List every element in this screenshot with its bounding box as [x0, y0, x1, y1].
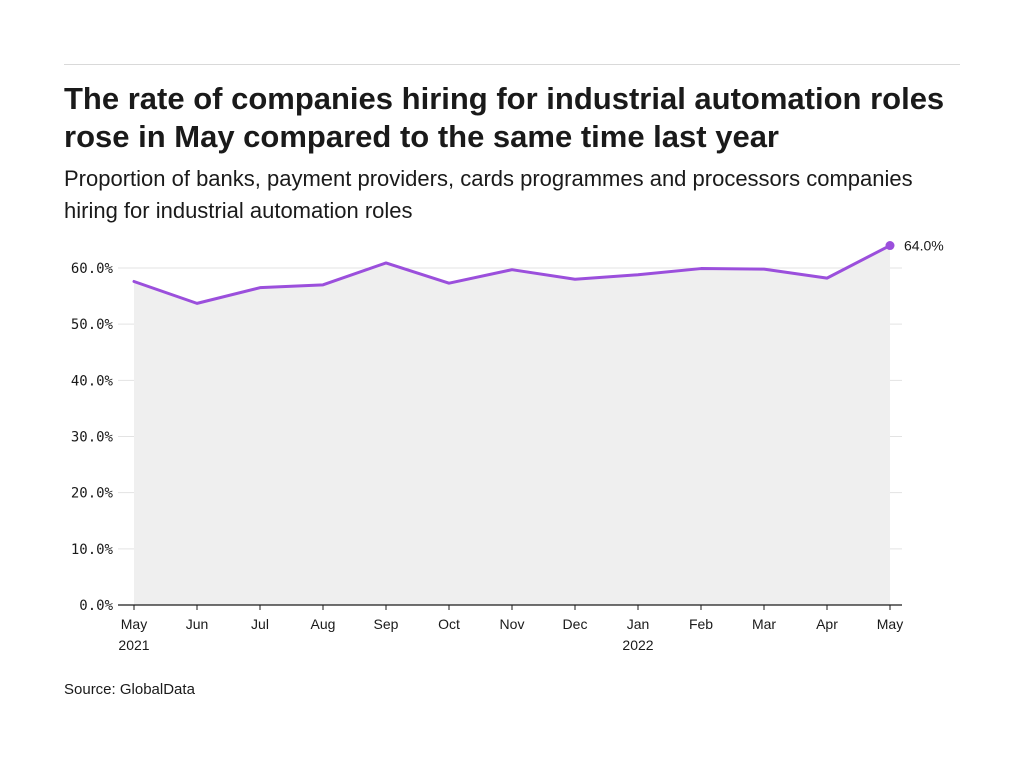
data-markers	[885, 241, 895, 251]
y-axis-labels: 0.0% 10.0% 20.0% 30.0% 40.0% 50.0% 60.0%	[71, 261, 114, 614]
y-tick-label: 30.0%	[71, 430, 114, 446]
x-tick-year-label: 2022	[622, 637, 653, 653]
y-tick-label: 50.0%	[71, 317, 114, 333]
x-tick-label: Dec	[563, 616, 588, 632]
y-tick-label: 20.0%	[71, 486, 114, 502]
x-tick-label: Oct	[438, 616, 460, 632]
y-tick-label: 0.0%	[79, 598, 113, 614]
x-tick-label: Jul	[251, 616, 269, 632]
x-tick-label: Jan	[627, 616, 650, 632]
x-tick-label: Nov	[500, 616, 525, 632]
series-line	[132, 244, 892, 305]
x-tick-label: May	[877, 616, 903, 632]
x-tick-label: Feb	[689, 616, 713, 632]
data-labels: 64.0%	[904, 238, 944, 254]
chart-title: The rate of companies hiring for industr…	[64, 81, 945, 154]
chart-subtitle: Proportion of banks, payment providers, …	[64, 166, 913, 223]
y-tick-label: 40.0%	[71, 373, 114, 389]
x-tick-label: Apr	[816, 616, 838, 632]
data-point-marker	[885, 241, 895, 251]
x-tick-label: Aug	[311, 616, 336, 632]
x-tick-label: May	[121, 616, 147, 632]
y-tick-label: 60.0%	[71, 261, 114, 277]
x-tick-label: Jun	[186, 616, 209, 632]
top-rule	[64, 64, 960, 65]
x-tick-year-label: 2021	[118, 637, 149, 653]
source-note: Source: GlobalData	[64, 681, 195, 698]
area-fill	[134, 245, 890, 606]
x-tick-label: Mar	[752, 616, 776, 632]
x-axis-labels: May 2021 Jun Jul Aug Sep Oct Nov Dec Jan 2022 Feb Ma…	[118, 605, 903, 653]
data-label: 64.0%	[904, 238, 944, 254]
y-tick-label: 10.0%	[71, 542, 114, 558]
x-tick-label: Sep	[374, 616, 399, 632]
